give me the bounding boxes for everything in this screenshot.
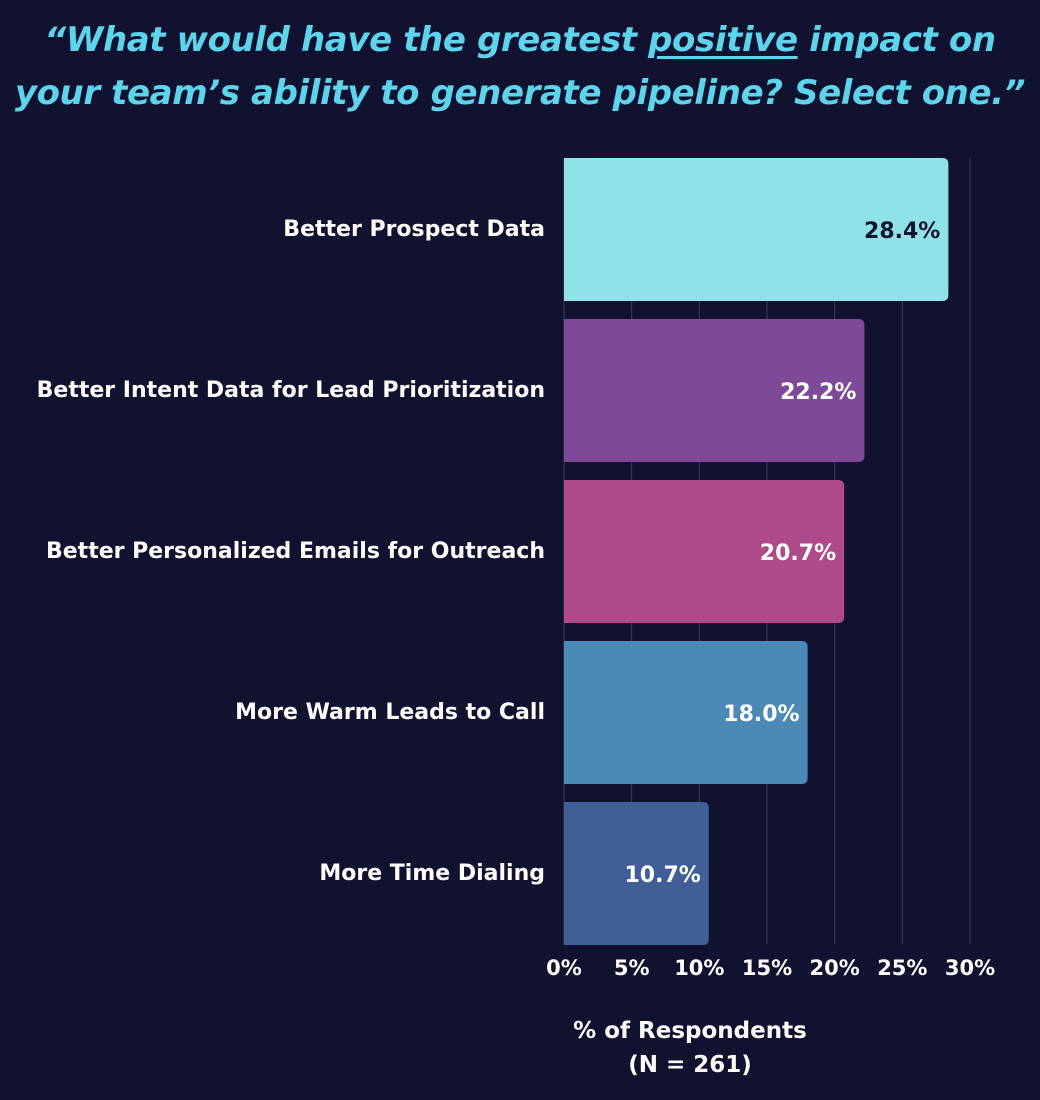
value-label: 10.7% — [624, 863, 700, 888]
chart-title-line-2: your team’s ability to generate pipeline… — [14, 73, 1026, 113]
bar — [564, 480, 845, 623]
category-label: More Time Dialing — [319, 861, 545, 886]
value-label: 22.2% — [780, 380, 856, 405]
title-text-end: impact on — [797, 20, 996, 60]
category-label: More Warm Leads to Call — [235, 700, 545, 725]
x-tick-label: 20% — [810, 956, 860, 980]
x-tick-label: 0% — [546, 956, 582, 980]
x-axis-title: % of Respondents — [573, 1018, 807, 1044]
title-text-start: “What would have the greatest — [44, 20, 649, 60]
chart-title-line-1: “What would have the greatest positive i… — [0, 14, 1040, 67]
x-axis-label: % of Respondents (N = 261) — [560, 1014, 820, 1082]
bar-chart: Better Prospect Data 28.4% Better Intent D… — [37, 158, 995, 980]
value-label: 28.4% — [864, 219, 940, 244]
value-label: 20.7% — [760, 541, 836, 566]
bar — [564, 641, 808, 784]
title-emphasis-word: positive — [648, 20, 798, 60]
category-label: Better Personalized Emails for Outreach — [46, 539, 545, 564]
value-label: 18.0% — [723, 702, 799, 727]
bar — [564, 802, 709, 945]
x-tick-label: 30% — [945, 956, 995, 980]
sample-size-note: (N = 261) — [628, 1052, 752, 1078]
x-tick-label: 25% — [877, 956, 927, 980]
category-label: Better Prospect Data — [283, 217, 545, 242]
x-tick-label: 10% — [674, 956, 724, 980]
chart-title: “What would have the greatest positive i… — [0, 14, 1040, 120]
x-tick-label: 5% — [614, 956, 650, 980]
bar — [564, 319, 865, 462]
bar — [564, 158, 949, 301]
category-label: Better Intent Data for Lead Prioritizati… — [37, 378, 545, 403]
x-tick-label: 15% — [742, 956, 792, 980]
